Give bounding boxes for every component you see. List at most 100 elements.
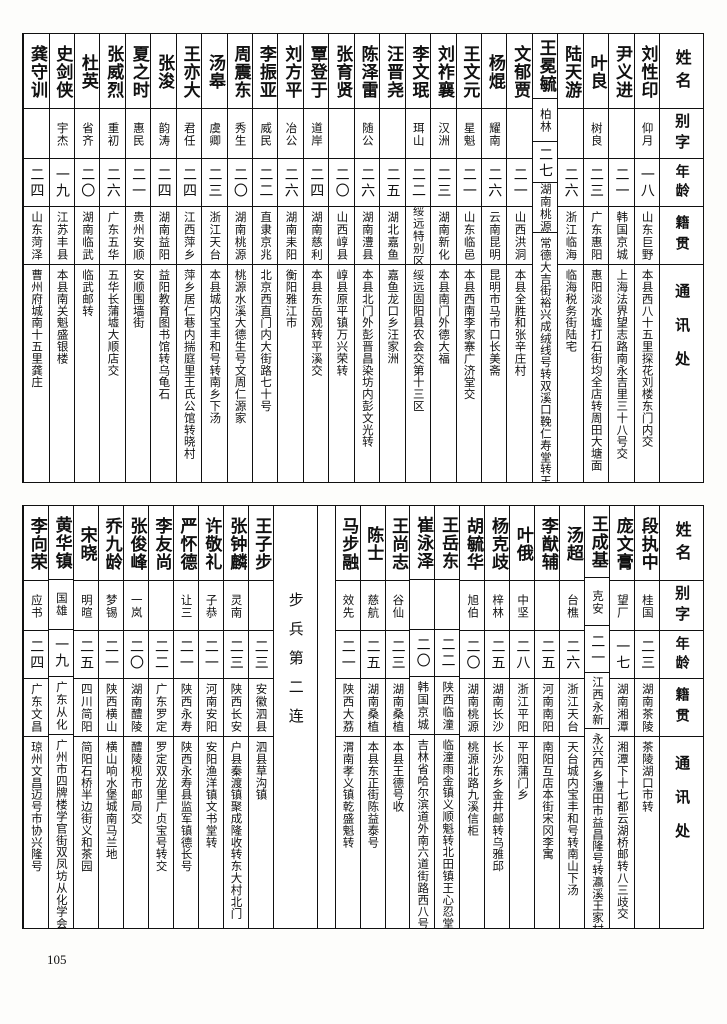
entry-address-text: 广州市四牌楼学官街双凤坊从化学会 [54,738,69,928]
entry-name-text: 庞文膏 [612,516,633,571]
roster-entry[interactable]: 龚守训 二四 山东菏泽 曹州府城南十五里龚庄 [23,34,49,482]
roster-entry[interactable]: 王亦大 君任 二四 江西萍乡 萍乡居仁巷内揣庭里王氏公馆转晓村 [175,34,202,482]
entry-age: 一七 [610,630,635,678]
roster-entry[interactable]: 汪晋尧 二五 湖北嘉鱼 嘉鱼龙口乡汪家洲 [379,34,405,482]
roster-entry[interactable]: 张威烈 重初 二六 广东五华 五华长蒲墟大顺店交 [99,34,125,482]
entry-age-text: 二〇 [414,637,431,670]
entry-name: 王成基 [585,506,609,577]
entry-origin: 湖南茶陵 [635,678,659,736]
entry-name: 汤超 [560,506,584,580]
entry-age: 二一 [198,630,223,678]
entry-name-text: 张育贤 [332,44,353,99]
entry-age-text: 二八 [514,639,531,671]
roster-entry[interactable]: 刘性印 仰月 一八 山东巨野 本县西八十五里探花刘楼东门内交 [633,34,659,482]
entry-origin: 湖南桃源 [227,206,252,264]
entry-origin-text: 广东罗定 [154,683,169,733]
entry-origin-text: 湖南桑植 [391,683,406,733]
roster-entry[interactable]: 李友尚 二二 广东罗定 罗定双龙里广贞宝号转交 [147,506,173,928]
entry-age: 二一 [585,625,610,671]
roster-entry[interactable]: 汤皋 虞卿 二三 浙江天台 本县城内宝丰和号转南乡下汤 [201,34,227,482]
entry-age-text: 二〇 [333,167,350,199]
entry-address-text: 长沙东乡金井邮转乌雅邱 [491,741,506,872]
entry-origin: 湖南桑植 [385,678,410,736]
entry-address: 五华长蒲墟大顺店交 [100,264,125,482]
roster-entry[interactable]: 杨克歧 梓林 二五 湖南长沙 长沙东乡金井邮转乌雅邱 [484,506,510,928]
entry-alias: 耀南 [481,108,507,158]
entry-name: 严怀德 [174,506,198,580]
roster-entry[interactable]: 杨焜 耀南 二六 云南昆明 昆明市马市口长美斋 [480,34,507,482]
roster-entry[interactable]: 尹义进 二一 韩国京城 上海法界望志路南永吉里三十八号交 [608,34,634,482]
entry-age-text: 二〇 [79,167,96,199]
roster-entry[interactable]: 张育贤 二〇 山西崞县 崞县原平镇万兴荣转 [328,34,354,482]
roster-entry[interactable]: 夏之时 惠民 二一 贵州安顺 安顺围墙街 [124,34,151,482]
roster-entry[interactable]: 李猷辅 二五 河南南阳 南阳互店本街宋冈李寓 [534,506,560,928]
roster-entry[interactable]: 许敬礼 子恭 二一 河南安阳 安阳渔洋镇文书堂转 [197,506,223,928]
roster-entry[interactable]: 史剑侠 宇杰 一九 江苏丰县 本县南关魁盛银楼 [48,34,74,482]
entry-origin: 湖南湘潭 [610,678,635,736]
roster-entry[interactable]: 黄华镇 国雄 一九 广东从化 广州市四牌楼学官街双凤坊从化学会 [48,506,73,928]
roster-entry[interactable]: 庞文膏 望厂 一七 湖南湘潭 湘潭下十七都云湖桥邮转八三歧交 [609,506,635,928]
roster-entry[interactable]: 王尚志 谷仙 二三 湖南桑植 本县王德号收 [384,506,410,928]
entry-age-text: 二二 [439,637,456,670]
roster-entry[interactable]: 张浚 韵涛 二四 湖南益阳 益阳教育图书馆转乌龟石 [150,34,176,482]
entry-origin: 河南南阳 [535,678,560,736]
entry-age-text: 二六 [104,167,121,199]
roster-entry[interactable]: 王子步 二三 安徽泗县 泗县草沟镇 [247,506,273,928]
roster-entry[interactable]: 马步融 效先 二一 陕西大荔 渭南孝义镇乾盛魁转 [334,506,360,928]
roster-entry[interactable]: 杜英 省齐 二〇 湖南临武 临武邮转 [73,34,100,482]
entry-alias-text: 旭伯 [466,593,481,619]
entry-address: 临海税务街陆宅 [558,264,583,482]
roster-entry[interactable]: 李振亚 威民 二二 直隶京兆 北京西直门内大街路七十号 [252,34,278,482]
header-cell-address-text: 通讯处 [673,283,692,385]
header-cell-origin-text: 籍贯 [673,215,690,257]
roster-entry[interactable]: 汤超 台樵 二六 浙江天台 天台城内宝丰和号转南山下汤 [559,506,585,928]
entry-origin-text: 湖南澧县 [360,211,375,261]
roster-entry[interactable]: 陆天游 二六 浙江临海 临海税务街陆宅 [557,34,583,482]
roster-entry[interactable]: 胡毓华 旭伯 二〇 湖南桃源 桃源北路九溪信柜 [459,506,485,928]
roster-entry[interactable]: 严怀德 让三 二一 陕西永寿 陕西永寿县监军镇德长号 [172,506,198,928]
roster-entry[interactable]: 乔九龄 梦锡 二一 陕西横山 横山响水堡城南马兰地 [97,506,123,928]
entry-age-text: 一八 [638,167,655,199]
roster-entry[interactable]: 段执中 桂国 二三 湖南茶陵 茶陵湖口市转 [634,506,659,928]
entry-origin-text: 江西萍乡 [182,211,197,261]
roster-entry[interactable]: 李向荣 应书 二四 广东文昌 琼州文昌迈号市协兴隆号 [23,506,49,928]
entry-address: 绥远固阳县农会交第十三区 [405,264,431,482]
roster-entry[interactable]: 刘祚襄 汉洲 二三 湖南新化 本县南门外德大福 [430,34,456,482]
roster-entry[interactable]: 张俊峰 一岚 二〇 湖南醴陵 醴陵枧市邮局交 [122,506,148,928]
entry-alias: 君任 [176,108,202,158]
roster-entry[interactable]: 叶良 树良 二三 广东惠阳 惠阳淡水墟打石街均全店转周田大塘面 [582,34,609,482]
entry-origin-text: 绥远特别区 [411,206,426,264]
entry-address-text: 南阳互店本街宋冈李寓 [541,741,556,860]
roster-entry[interactable]: 崔泳泽 二〇 韩国京城 吉林省哈尔滨道外南六道街路西八号 [409,506,435,928]
entry-origin-text: 浙江天台 [208,211,223,261]
entry-alias: 梓林 [485,580,510,630]
entry-address-text: 桃源水溪大德生号文周仁源家 [233,269,248,424]
roster-entry[interactable]: 王文元 星魁 二一 山东临邑 本县西南李家寨广济堂交 [455,34,481,482]
roster-entry[interactable]: 陈泽雷 随公 二六 湖南澧县 本县北门外彭晋昌染坊内彭文光转 [353,34,380,482]
entry-age: 二一 [609,158,634,206]
roster-entry[interactable]: 周震东 秀生 二〇 湖南桃源 桃源水溪大德生号文周仁源家 [226,34,252,482]
entry-address-text: 桃源北路九溪信柜 [466,741,481,837]
entry-age: 二二 [435,628,460,677]
roster-entry[interactable]: 陈士 慈航 二五 湖南桑植 本县东正街陈益泰号 [359,506,385,928]
roster-entry[interactable]: 王岳东 二二 陕西临潼 临潼雨金镇义顺魁转北田镇王心忍堂 [434,506,460,928]
entry-age: 二五 [360,630,385,678]
entry-name: 史剑侠 [50,34,74,108]
roster-entry[interactable]: 覃登于 道岸 二四 湖南慈利 本县东岳观转平溪交 [302,34,329,482]
roster-entry[interactable]: 文郁贾 二一 山西洪洞 本县全胜和张辛庄村 [506,34,532,482]
entry-alias: 星魁 [456,108,481,158]
roster-entry[interactable]: 王冕毓 柏林 二七 湖南桃源 常德大吉街裕兴成绒线号转双溪口鞔仁寿堂转王墦元堂 [531,34,558,482]
roster-entry[interactable]: 王成基 克安 二一 江西永新 永兴西乡澧田市益昌隆号转瀛溪王家村 [584,506,610,928]
entry-alias: 让三 [173,580,198,630]
entry-origin: 直隶京兆 [253,206,278,264]
roster-entry[interactable]: 宋晓 明暄 二五 四川简阳 简阳石桥半边街义和茶园 [72,506,98,928]
roster-entry[interactable]: 叶俄 中坚 二八 浙江平阳 平阳蒲门乡 [509,506,535,928]
entry-address: 陕西永寿县监军镇德长号 [173,736,198,928]
header-cell-alias: 别字 [660,580,703,630]
entry-origin: 广东惠阳 [583,206,609,264]
roster-entry[interactable]: 刘方平 冶公 二六 湖南耒阳 衡阳雅江市 [277,34,303,482]
entry-alias: 明暄 [73,580,98,630]
roster-entry[interactable]: 张钟麟 灵南 二三 陕西长安 户县秦渡镇聚成隆收转东大村北门 [222,506,248,928]
entry-age-text: 二三 [227,639,244,671]
roster-entry[interactable]: 李文珉 珥山 二二 绥远特别区 绥远固阳县农会交第十三区 [404,34,431,482]
